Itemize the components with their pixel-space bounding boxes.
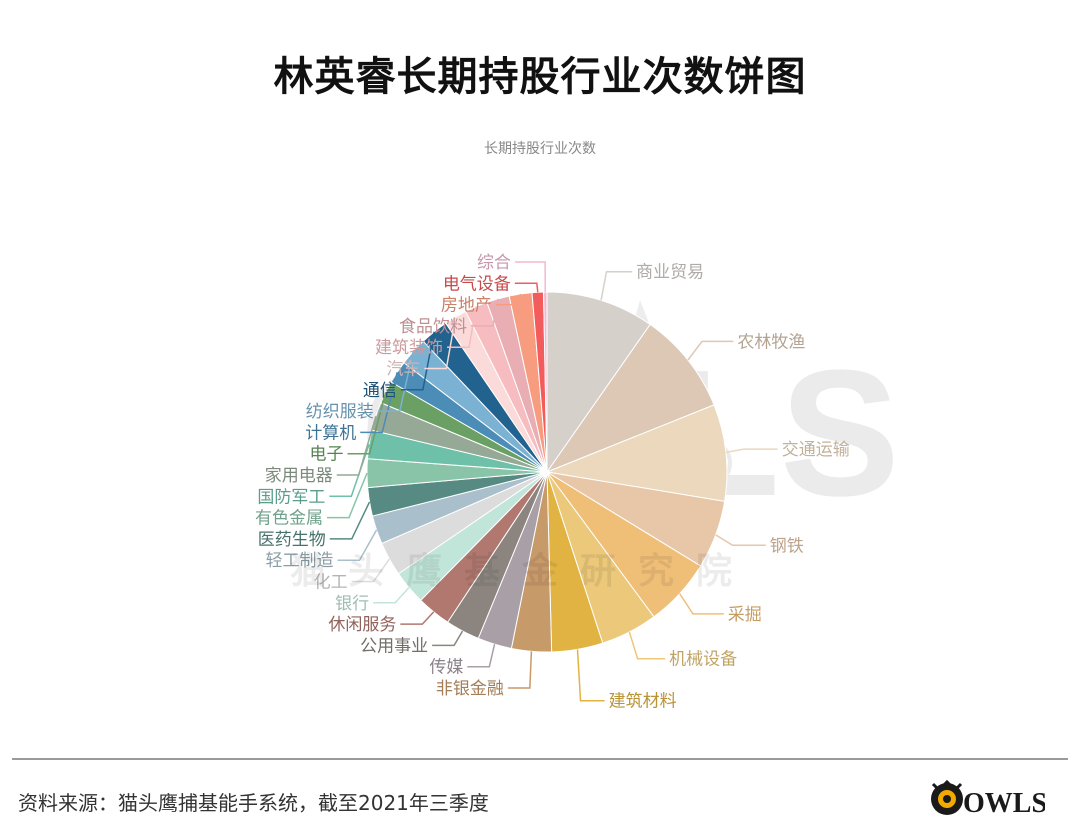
leader-line-27 bbox=[515, 261, 547, 293]
slice-label-10: 休闲服务 bbox=[328, 615, 396, 635]
slice-label-21: 通信 bbox=[363, 381, 397, 401]
watermark-text: 猫头鹰基金研究院 bbox=[290, 551, 755, 592]
pie-slices bbox=[366, 291, 728, 653]
leader-line-24 bbox=[470, 298, 499, 327]
leader-line-1 bbox=[687, 340, 734, 361]
slice-label-17: 家用电器 bbox=[265, 466, 333, 486]
leader-line-22 bbox=[424, 316, 457, 370]
slice-label-12: 化工 bbox=[314, 573, 348, 593]
slice-label-25: 房地产 bbox=[441, 296, 492, 316]
slice-label-0: 商业贸易 bbox=[636, 263, 704, 283]
slice-label-23: 建筑装饰 bbox=[375, 338, 443, 358]
leader-line-6 bbox=[576, 649, 605, 702]
slice-label-27: 综合 bbox=[477, 253, 511, 273]
slice-label-8: 传媒 bbox=[429, 658, 463, 678]
slice-label-5: 机械设备 bbox=[669, 650, 737, 670]
leader-line-18 bbox=[347, 392, 387, 455]
slice-label-6: 建筑材料 bbox=[609, 692, 677, 712]
leader-line-26 bbox=[514, 282, 539, 293]
leader-line-10 bbox=[400, 611, 435, 625]
slice-label-14: 医药生物 bbox=[258, 530, 326, 550]
leader-line-11 bbox=[373, 587, 410, 604]
leader-line-13 bbox=[337, 529, 378, 561]
leader-line-15 bbox=[327, 472, 368, 519]
slice-label-7: 非银金融 bbox=[436, 679, 504, 699]
leader-line-21 bbox=[400, 331, 435, 391]
leader-line-8 bbox=[467, 644, 496, 668]
slice-label-16: 国防军工 bbox=[257, 487, 325, 507]
page-title: 林英睿长期持股行业次数饼图 bbox=[273, 54, 807, 100]
leader-line-7 bbox=[507, 651, 533, 689]
leader-line-9 bbox=[432, 630, 464, 647]
slice-label-26: 电气设备 bbox=[443, 274, 511, 294]
slice-label-1: 农林牧渔 bbox=[737, 332, 805, 352]
pie-slice-2 bbox=[545, 404, 728, 502]
leader-line-17 bbox=[336, 416, 377, 476]
leader-line-23 bbox=[447, 306, 477, 348]
leader-line-0 bbox=[600, 270, 633, 301]
chart-title: 长期持股行业次数 bbox=[484, 141, 596, 157]
divider bbox=[12, 758, 1068, 760]
pie-leader-lines bbox=[327, 261, 778, 702]
slice-label-3: 钢铁 bbox=[770, 536, 804, 556]
leader-line-25 bbox=[495, 293, 522, 306]
leader-line-5 bbox=[628, 631, 666, 660]
leader-line-4 bbox=[679, 593, 724, 615]
logo-text: OWLS bbox=[963, 788, 1045, 819]
leader-line-2 bbox=[725, 448, 778, 454]
leader-line-20 bbox=[377, 351, 414, 412]
slice-label-2: 交通运输 bbox=[782, 440, 850, 460]
slice-label-18: 电子 bbox=[310, 445, 344, 465]
slice-label-11: 银行 bbox=[335, 594, 369, 614]
slice-label-19: 计算机 bbox=[305, 423, 356, 443]
source-note: 资料来源：猫头鹰捕基能手系统，截至2021年三季度 bbox=[18, 791, 489, 815]
slice-label-20: 纺织服装 bbox=[306, 402, 374, 422]
slice-label-15: 有色金属 bbox=[255, 509, 323, 529]
leader-line-19 bbox=[360, 371, 398, 434]
leader-line-14 bbox=[329, 501, 371, 540]
slice-label-4: 采掘 bbox=[728, 605, 762, 625]
owls-logo: OWLS bbox=[931, 779, 1045, 819]
leader-line-3 bbox=[715, 534, 766, 547]
slice-label-24: 食品饮料 bbox=[399, 317, 467, 337]
slice-label-13: 轻工制造 bbox=[266, 551, 334, 571]
slice-label-22: 汽车 bbox=[386, 360, 420, 380]
slice-label-9: 公用事业 bbox=[360, 636, 428, 656]
leader-line-12 bbox=[351, 558, 391, 583]
